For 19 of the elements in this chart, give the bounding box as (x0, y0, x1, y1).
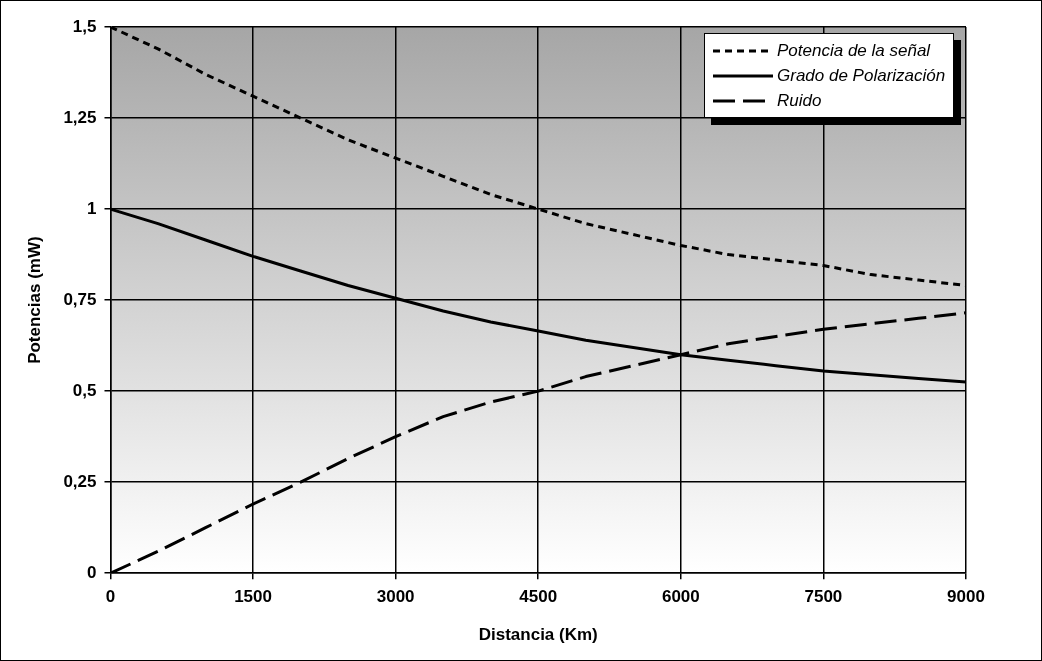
x-tick-label: 3000 (376, 587, 415, 607)
x-tick-label: 1500 (234, 587, 272, 607)
x-tick-label: 4500 (519, 587, 558, 607)
legend-label: Ruido (777, 90, 822, 111)
y-tick-label: 0,25 (63, 471, 97, 491)
x-tick-label: 6000 (661, 587, 700, 607)
x-axis-title: Distancia (Km) (478, 625, 598, 645)
legend-label: Grado de Polarización (777, 65, 946, 86)
x-tick-label: 9000 (947, 587, 985, 607)
y-axis-title: Potencias (mW) (24, 236, 44, 364)
y-tick-label: 1,25 (63, 107, 97, 127)
y-tick-label: 0,5 (72, 380, 97, 400)
y-tick-label: 1,5 (72, 16, 97, 36)
x-tick-label: 0 (105, 587, 116, 607)
x-tick-label: 7500 (804, 587, 843, 607)
y-tick-label: 0 (87, 562, 97, 582)
y-tick-label: 1 (87, 198, 97, 218)
legend-label: Potencia de la señal (777, 40, 931, 61)
y-tick-label: 0,75 (63, 289, 97, 309)
